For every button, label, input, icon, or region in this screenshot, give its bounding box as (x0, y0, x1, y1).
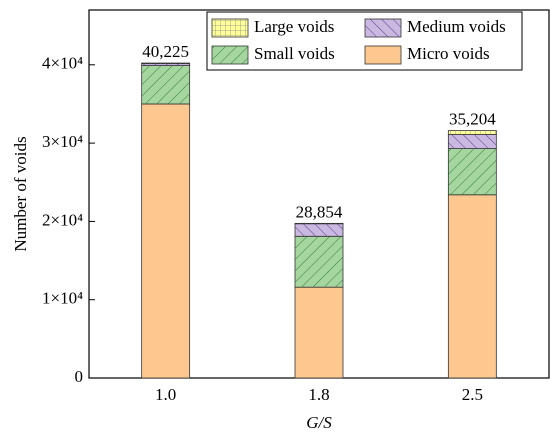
total-label: 35,204 (449, 109, 496, 128)
bar-hatch (295, 223, 343, 237)
legend-label: Micro voids (407, 44, 490, 63)
bar-segment (141, 103, 191, 379)
x-tick-label: 2.5 (462, 385, 483, 404)
legend-label: Medium voids (407, 17, 506, 36)
legend-swatch (364, 45, 402, 65)
bar-hatch (448, 148, 497, 195)
legend-hatch (212, 46, 248, 64)
bar-hatch (448, 130, 497, 135)
x-axis-label: G/S (306, 413, 332, 432)
y-tick-label: 4×10⁴ (42, 54, 83, 73)
y-axis-label: Number of voids (11, 136, 30, 251)
legend-box (206, 11, 523, 71)
y-tick-label: 1×10⁴ (42, 289, 83, 308)
bar-hatch (295, 236, 343, 288)
bar-hatch (141, 65, 190, 104)
y-tick-label: 3×10⁴ (42, 132, 83, 151)
x-tick-label: 1.0 (155, 385, 176, 404)
y-tick-label: 0 (75, 367, 84, 386)
legend-hatch (212, 19, 248, 37)
legend-label: Large voids (254, 17, 334, 36)
total-label: 40,225 (142, 42, 189, 61)
bar-hatch (448, 134, 497, 149)
bar-hatch (141, 63, 190, 66)
x-tick-label: 1.8 (308, 385, 329, 404)
y-tick-label: 2×10⁴ (42, 210, 83, 229)
total-label: 28,854 (296, 202, 343, 221)
bar-segment (447, 194, 497, 379)
bar-segment (294, 286, 344, 379)
legend-label: Small voids (254, 44, 335, 63)
legend-hatch (365, 19, 401, 37)
bar-hatch (141, 63, 190, 64)
